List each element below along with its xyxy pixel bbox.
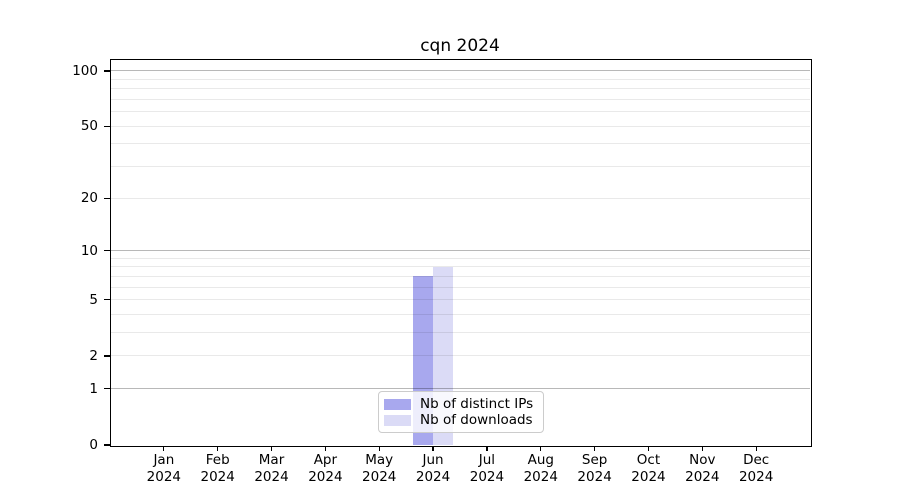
y-tick-label: 2 (89, 347, 98, 364)
x-axis-tick (163, 446, 165, 451)
minor-gridline (111, 125, 810, 127)
x-tick-label: Aug 2024 (523, 452, 558, 485)
major-gridline (111, 70, 810, 72)
minor-gridline (111, 257, 810, 259)
minor-gridline (111, 166, 810, 168)
x-axis-tick (755, 446, 757, 451)
y-tick-label: 5 (89, 291, 98, 308)
y-tick-label: 100 (72, 62, 98, 79)
x-axis-tick (432, 446, 434, 451)
legend-swatch (384, 398, 411, 410)
y-tick-label: 10 (80, 242, 98, 259)
legend-entry: Nb of downloads (384, 412, 535, 428)
y-axis-tick (104, 388, 110, 390)
x-axis-tick (647, 446, 650, 451)
major-gridline (111, 250, 810, 252)
x-tick-label: Oct 2024 (631, 452, 666, 485)
minor-gridline (111, 143, 810, 145)
y-axis-tick (104, 355, 110, 357)
x-tick-label: May 2024 (362, 452, 397, 485)
y-axis-tick (104, 250, 110, 252)
x-tick-label: Feb 2024 (200, 452, 235, 485)
y-axis-tick (104, 197, 110, 199)
x-tick-label: Jan 2024 (146, 452, 182, 485)
y-axis-tick (104, 70, 110, 72)
x-tick-label: Jul 2024 (469, 452, 505, 485)
legend: Nb of distinct IPs Nb of downloads (378, 391, 544, 433)
chart-title: cqn 2024 (420, 36, 500, 56)
minor-gridline (111, 275, 810, 277)
major-gridline (111, 388, 810, 390)
legend-entry: Nb of distinct IPs (384, 396, 535, 412)
minor-gridline (111, 78, 810, 80)
y-axis-tick (104, 125, 110, 127)
minor-gridline (111, 88, 810, 90)
y-axis-tick (104, 444, 110, 446)
minor-gridline (111, 355, 810, 357)
x-tick-label: Apr 2024 (308, 452, 343, 485)
x-axis-tick (486, 446, 488, 451)
minor-gridline (111, 299, 810, 301)
x-axis-tick (701, 446, 703, 451)
minor-gridline (111, 111, 810, 113)
minor-gridline (111, 197, 810, 199)
y-axis-tick (104, 299, 110, 301)
x-tick-label: Mar 2024 (254, 452, 289, 485)
minor-gridline (111, 266, 810, 268)
x-axis-tick (324, 446, 326, 451)
minor-gridline (111, 332, 810, 334)
x-tick-label: Dec 2024 (738, 452, 774, 485)
minor-gridline (111, 314, 810, 316)
minor-gridline (111, 286, 810, 288)
x-axis-tick (540, 446, 542, 451)
x-axis-tick (270, 446, 273, 451)
x-tick-label: Sep 2024 (577, 452, 612, 485)
x-tick-label: Nov 2024 (685, 452, 720, 485)
x-tick-label: Jun 2024 (415, 452, 451, 485)
legend-label: Nb of distinct IPs (420, 396, 534, 412)
y-tick-label: 50 (80, 118, 98, 135)
x-axis-tick (217, 446, 219, 451)
x-axis-tick (378, 446, 380, 451)
y-tick-label: 1 (89, 380, 98, 397)
y-tick-label: 0 (89, 437, 98, 453)
legend-swatch (384, 414, 411, 426)
legend-label: Nb of downloads (420, 412, 533, 428)
minor-gridline (111, 98, 810, 100)
y-tick-label: 20 (80, 190, 98, 207)
x-axis-tick (594, 446, 596, 451)
